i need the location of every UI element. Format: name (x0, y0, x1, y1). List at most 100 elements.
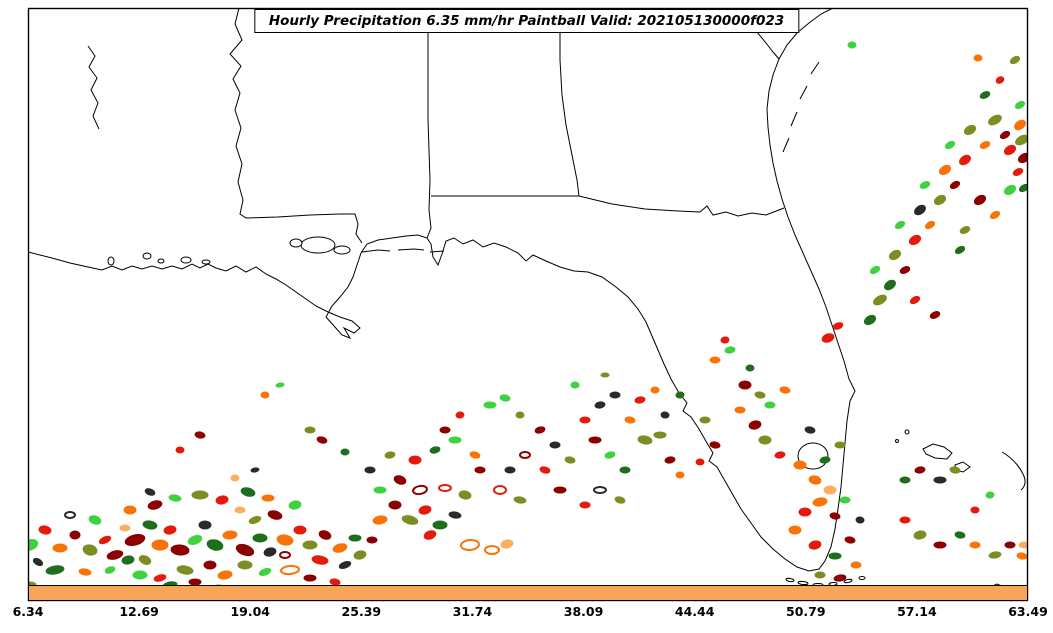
paintball-blob (899, 516, 911, 524)
paintball-blob (699, 416, 711, 424)
paintball-blob (132, 570, 148, 580)
paintball-blob (123, 505, 137, 515)
paintball-blob (78, 568, 92, 576)
colorbar-tick-label: 38.09 (563, 604, 604, 619)
paintball-blob (515, 411, 525, 419)
paintball-blob (121, 555, 135, 565)
white-lake (180, 256, 192, 264)
paintball-blob (675, 471, 685, 479)
paintball-blob (933, 476, 947, 484)
colorbar-tick-label: 63.49 (1008, 604, 1048, 619)
colorbar-tick-label: 44.44 (674, 604, 715, 619)
paintball-blob (329, 578, 341, 586)
paintball-blob (844, 536, 856, 544)
paintball-blob (304, 426, 316, 434)
paintball-blob (764, 401, 776, 409)
paintball-blob (604, 451, 616, 459)
paintball-blob (484, 545, 500, 555)
paintball-blob (234, 506, 246, 514)
state-boundary-texas-corner (87, 45, 100, 130)
paintball-blob (401, 515, 419, 525)
paintball-blob (206, 539, 224, 551)
paintball-blob (263, 547, 277, 557)
paintball-blob (720, 336, 730, 344)
paintball-blob (959, 154, 971, 166)
paintball-blob (332, 543, 348, 553)
paintball-blob (448, 436, 462, 444)
colorbar-tick-label: 6.34 (12, 604, 44, 619)
state-boundary-ms-al (426, 8, 432, 239)
paintball-blob (808, 475, 822, 485)
paintball-blob (804, 426, 816, 434)
paintball-blob (600, 372, 610, 378)
paintball-blob (412, 484, 428, 496)
paintball-blob (260, 391, 270, 399)
paintball-blob (458, 490, 472, 500)
paintball-blob (163, 525, 177, 535)
paintball-blob (1014, 100, 1026, 110)
paintball-blob (637, 435, 653, 445)
paintball-blob (832, 322, 844, 330)
paintball-blob (1015, 134, 1028, 146)
paintball-blob (217, 570, 233, 580)
paintball-blob (564, 456, 576, 464)
colorbar-tick-label: 57.14 (897, 604, 937, 619)
paintball-blob (1018, 541, 1028, 549)
colorbar-tick-label: 50.79 (785, 604, 826, 619)
paintball-blob (979, 91, 991, 99)
paintball-blob (793, 460, 807, 470)
paintball-blob (1004, 541, 1016, 549)
paintball-blob (203, 560, 217, 570)
paintball-blob (949, 466, 961, 474)
paintball-blob (500, 539, 514, 549)
paintball-blob (995, 76, 1005, 84)
paintball-blob (372, 515, 388, 525)
paintball-blob (69, 530, 81, 540)
paintball-blob (855, 516, 865, 524)
paintball-blob (954, 531, 966, 539)
paintball-blob (709, 356, 721, 364)
paintball-blob (650, 386, 660, 394)
paintball-blob (579, 416, 591, 424)
paintball-blob (504, 466, 516, 474)
paintball-blob (1012, 168, 1024, 176)
paintball-blob (988, 551, 1002, 559)
map-title: Hourly Precipitation 6.35 mm/hr Paintbal… (253, 9, 800, 33)
paintball-blob (438, 484, 452, 492)
paintball-blob (924, 220, 936, 230)
paintball-blob (579, 501, 591, 509)
paintball-blob (147, 500, 163, 510)
paintball-blob (909, 295, 921, 305)
paintball-blob (774, 451, 786, 459)
paintball-blob (64, 511, 76, 519)
paintball-blob (248, 516, 262, 524)
colorbar-tick-label: 31.74 (452, 604, 493, 619)
colorbar-tick-label: 25.39 (341, 604, 382, 619)
paintball-blob (614, 496, 626, 504)
paintball-blob (999, 130, 1011, 140)
paintball-blob (222, 530, 238, 540)
paintball-blob (664, 456, 676, 464)
paintball-blob (938, 164, 952, 176)
paintball-blob (353, 550, 367, 560)
barrier-islands (361, 61, 820, 253)
paintball-blob (1003, 144, 1017, 156)
paintball-blob (124, 534, 146, 546)
paintball-blob (483, 401, 497, 409)
paintball-blob (275, 382, 285, 388)
paintball-blob (474, 466, 486, 474)
paintball-blob (423, 530, 437, 540)
calcasieu-lake (142, 252, 152, 260)
state-boundary-fl-ga (578, 195, 785, 217)
paintball-blob (52, 543, 68, 553)
paintball-blob (933, 194, 947, 206)
paintball-blob (153, 574, 167, 582)
paintball-blob (175, 446, 185, 454)
paintball-blob (240, 487, 256, 497)
paintball-blob (899, 476, 911, 484)
paintball-blob (653, 431, 667, 439)
paintball-blob (519, 451, 531, 459)
paintball-blob (933, 541, 947, 549)
